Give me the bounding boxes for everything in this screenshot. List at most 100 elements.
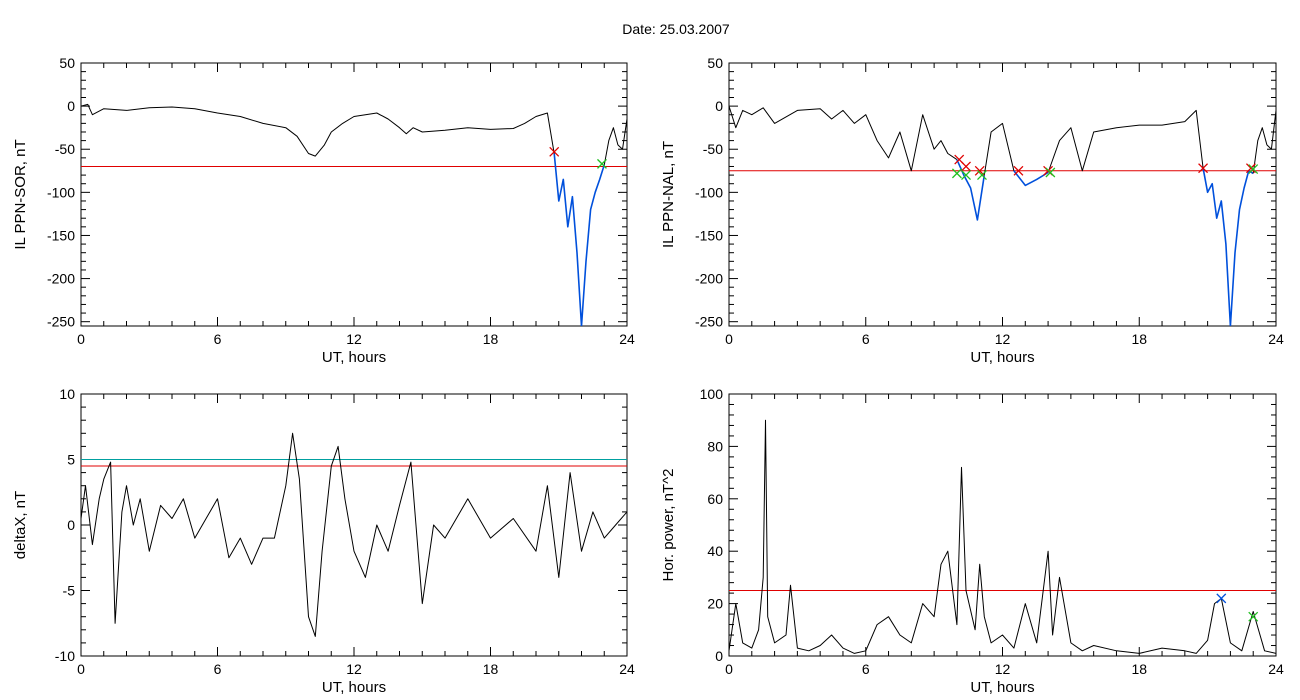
y-tick-label: -10 <box>55 648 75 664</box>
x-tick-label: 12 <box>995 661 1011 677</box>
event-marker <box>597 158 607 169</box>
y-tick-label: 50 <box>59 55 75 71</box>
event-marker-stroke <box>951 168 962 179</box>
x-tick-label: 0 <box>725 661 733 677</box>
y-tick-label: 0 <box>715 648 723 664</box>
series-line <box>1202 168 1254 326</box>
event-marker <box>977 170 987 181</box>
x-tick-label: 0 <box>725 331 733 347</box>
event-marker <box>1216 593 1227 604</box>
event-marker-stroke <box>1198 163 1209 174</box>
x-tick-label: 18 <box>483 331 499 347</box>
event-marker-stroke <box>1248 611 1259 622</box>
x-tick-label: 24 <box>619 661 635 677</box>
y-tick-label: -200 <box>47 271 75 287</box>
x-axis-label: UT, hours <box>322 679 386 696</box>
series-line <box>729 105 958 172</box>
chart-p3: 0 6 12 18 24 10 5 0 -5 -10 UT, hours deltaX, nT <box>12 386 635 696</box>
y-tick-label: -200 <box>695 271 723 287</box>
series-line <box>1047 109 1204 173</box>
y-tick-label: 80 <box>707 438 723 454</box>
y-tick-label: -250 <box>47 314 75 330</box>
plot-frame <box>728 62 1277 327</box>
series-line <box>81 103 555 157</box>
event-marker-stroke <box>1216 593 1227 604</box>
x-tick-label: 6 <box>214 661 222 677</box>
x-tick-label: 18 <box>483 661 499 677</box>
y-tick-label: -150 <box>695 227 723 243</box>
series-line <box>729 419 1276 654</box>
x-tick-label: 0 <box>77 661 85 677</box>
x-tick-label: 0 <box>77 331 85 347</box>
y-tick-label: 5 <box>67 452 75 468</box>
event-marker-stroke <box>961 170 971 181</box>
x-axis-label: UT, hours <box>970 679 1034 696</box>
event-marker <box>1013 165 1024 176</box>
plot-data <box>729 105 1276 326</box>
event-marker-stroke <box>1013 165 1024 176</box>
y-tick-label: 0 <box>67 98 75 114</box>
x-tick-label: 12 <box>346 331 362 347</box>
y-tick-label: 0 <box>67 517 75 533</box>
x-tick-label: 12 <box>995 331 1011 347</box>
series-line <box>1252 110 1276 174</box>
y-tick-label: -250 <box>695 314 723 330</box>
plot-frame <box>728 393 1277 657</box>
y-tick-label: 20 <box>707 596 723 612</box>
series-line <box>603 118 627 165</box>
y-tick-label: -50 <box>703 141 723 157</box>
event-marker-stroke <box>977 170 987 181</box>
y-axis-label: Hor. power, nT^2 <box>660 469 677 582</box>
event-marker <box>1248 164 1259 175</box>
y-axis-label: IL PPN-SOR, nT <box>12 139 29 249</box>
event-marker <box>1198 163 1209 174</box>
x-tick-label: 6 <box>214 331 222 347</box>
y-axis-label: deltaX, nT <box>12 491 29 559</box>
y-tick-label: 10 <box>59 386 75 402</box>
series-line <box>1013 170 1049 187</box>
event-marker <box>1248 611 1259 622</box>
plot-frame <box>80 62 628 327</box>
chart-p4: 0 6 12 18 24 100 80 60 40 20 0 UT, hours Hor. power,… <box>660 386 1284 696</box>
event-marker-stroke <box>549 146 560 157</box>
y-tick-label: -100 <box>695 184 723 200</box>
event-marker <box>961 170 971 181</box>
y-tick-label: 40 <box>707 543 723 559</box>
event-marker-stroke <box>1248 164 1259 175</box>
plot-data <box>729 419 1276 654</box>
y-tick-label: -5 <box>63 583 76 599</box>
event-marker <box>1245 163 1256 174</box>
event-marker-stroke <box>961 161 971 172</box>
plot-data <box>81 432 627 637</box>
plot-data <box>81 103 627 326</box>
event-marker <box>549 146 560 157</box>
x-axis-label: UT, hours <box>970 349 1034 366</box>
figure-title: Date: 25.03.2007 <box>622 21 730 37</box>
y-tick-label: 0 <box>715 98 723 114</box>
chart-p2: 0 6 12 18 24 50 0 -50 -100 -150 -200 -250 UT, hours I… <box>660 55 1284 366</box>
chart-p1: 0 6 12 18 24 50 0 -50 -100 -150 -200 -250 UT, hours I… <box>12 55 635 366</box>
y-tick-label: 100 <box>700 386 724 402</box>
x-axis-label: UT, hours <box>322 349 386 366</box>
plot-frame <box>80 393 628 657</box>
x-tick-label: 24 <box>1268 331 1284 347</box>
y-tick-label: -100 <box>47 184 75 200</box>
y-tick-label: -50 <box>55 141 75 157</box>
event-marker <box>951 168 962 179</box>
series-line <box>983 122 1015 176</box>
event-marker-stroke <box>974 165 985 176</box>
y-tick-label: -150 <box>47 227 75 243</box>
x-tick-label: 6 <box>862 331 870 347</box>
event-marker <box>1045 167 1056 178</box>
y-tick-label: 50 <box>707 55 723 71</box>
event-marker-stroke <box>1245 163 1256 174</box>
event-marker-stroke <box>1045 167 1056 178</box>
series-line <box>956 159 986 221</box>
event-marker <box>961 161 971 172</box>
x-tick-label: 24 <box>1268 661 1284 677</box>
y-tick-label: 60 <box>707 491 723 507</box>
event-marker-stroke <box>597 158 607 169</box>
x-tick-label: 24 <box>619 331 635 347</box>
event-marker-stroke <box>954 154 965 165</box>
x-tick-label: 12 <box>346 661 362 677</box>
